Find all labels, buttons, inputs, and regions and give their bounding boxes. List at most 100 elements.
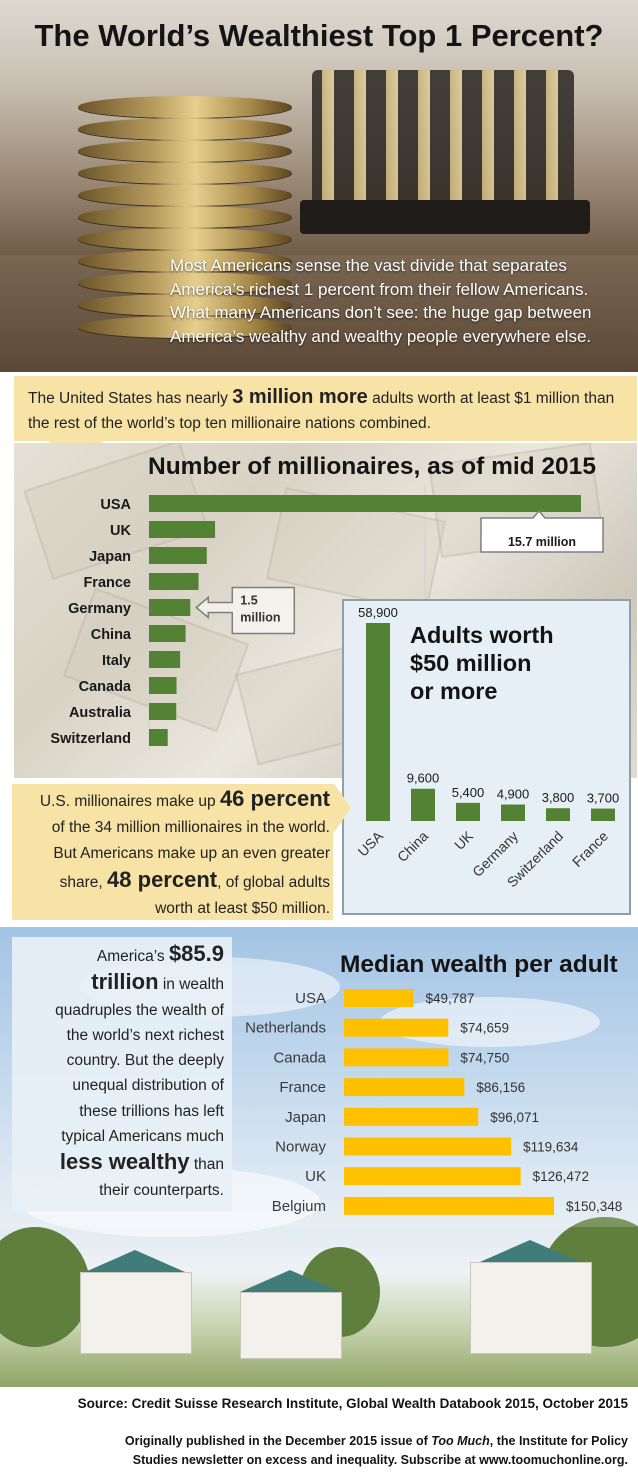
bar bbox=[546, 808, 570, 821]
bar bbox=[366, 623, 390, 821]
share-callout-pointer bbox=[333, 782, 351, 834]
roof-image bbox=[480, 1240, 580, 1262]
wealth-text: these trillions has left bbox=[79, 1102, 224, 1120]
category-label: Germany bbox=[68, 601, 131, 617]
bar bbox=[344, 1018, 449, 1037]
annotation-callout bbox=[480, 509, 604, 553]
data-label: 9,600 bbox=[407, 771, 440, 786]
ultra-rich-title: Adults worth $50 million or more bbox=[410, 621, 610, 705]
roof-image bbox=[85, 1250, 185, 1272]
coin-stack-image bbox=[78, 294, 292, 316]
data-label: $86,156 bbox=[476, 1080, 525, 1095]
tree-image bbox=[0, 1227, 90, 1347]
category-label: Belgium bbox=[272, 1198, 326, 1215]
category-label: Norway bbox=[275, 1139, 326, 1156]
share-text: U.S. millionaires make up bbox=[39, 793, 220, 810]
data-label: $74,659 bbox=[460, 1021, 509, 1036]
publication-name: Too Much bbox=[431, 1434, 490, 1448]
coin-stack-image bbox=[78, 228, 292, 250]
chart3-title: Median wealth per adult bbox=[340, 951, 618, 978]
data-label: 3,800 bbox=[542, 790, 575, 805]
coin-stack-image bbox=[78, 96, 292, 118]
data-label: 3,700 bbox=[587, 791, 620, 806]
coin-tray-base bbox=[300, 200, 590, 234]
category-label: Australia bbox=[69, 705, 132, 721]
bar bbox=[456, 802, 480, 821]
coin-stack-image bbox=[78, 140, 292, 162]
house-image bbox=[80, 1272, 192, 1354]
category-label: Netherlands bbox=[245, 1020, 326, 1037]
coin-tray-image bbox=[312, 70, 574, 220]
category-label: France bbox=[279, 1079, 326, 1096]
source-note: Source: Credit Suisse Research Institute… bbox=[77, 1396, 628, 1411]
category-label: Canada bbox=[79, 679, 132, 695]
share-text: of the 34 million millionaires in the wo… bbox=[51, 819, 330, 836]
category-label: France bbox=[569, 828, 611, 870]
bar bbox=[149, 599, 191, 616]
share-text: share, bbox=[59, 874, 108, 891]
wealth-emphasis: $85.9 bbox=[168, 941, 224, 966]
house-image bbox=[240, 1292, 342, 1359]
share-text: worth at least $50 million. bbox=[155, 900, 330, 917]
share-callout-text: U.S. millionaires make up 46 percent of … bbox=[16, 786, 330, 922]
annotation-label: 1.5 bbox=[240, 594, 257, 608]
category-label: UK bbox=[110, 523, 131, 539]
wealth-text: quadruples the wealth of bbox=[55, 1001, 224, 1019]
chart1-title: Number of millionaires, as of mid 2015 bbox=[148, 453, 596, 480]
house-image bbox=[470, 1262, 592, 1354]
category-label: China bbox=[394, 828, 431, 865]
bar bbox=[411, 788, 435, 821]
page-title: The World’s Wealthiest Top 1 Percent? bbox=[34, 18, 604, 53]
wealth-text: typical Americans much bbox=[61, 1128, 224, 1146]
ultra-rich-title-line: $50 million bbox=[410, 650, 532, 676]
ultra-rich-title-line: Adults worth bbox=[410, 622, 554, 648]
bar bbox=[149, 495, 581, 512]
annotation-label: 15.7 million bbox=[508, 535, 576, 549]
data-label: 58,900 bbox=[358, 605, 398, 620]
bar bbox=[149, 651, 181, 668]
ultra-rich-chart: 58,900USA9,600China5,400UK4,900Germany3,… bbox=[354, 605, 620, 890]
callout-emphasis: 3 million more bbox=[232, 386, 368, 408]
annotation-label: million bbox=[240, 611, 280, 625]
coin-stack-image bbox=[78, 206, 292, 228]
bar bbox=[149, 547, 207, 564]
data-label: $74,750 bbox=[460, 1050, 509, 1065]
credit-text: Studies newsletter on excess and inequal… bbox=[132, 1452, 628, 1467]
data-label: $49,787 bbox=[426, 991, 475, 1006]
wealth-text: than bbox=[189, 1156, 224, 1174]
category-label: China bbox=[91, 627, 132, 643]
coin-stack-image bbox=[78, 184, 292, 206]
wealth-emphasis: trillion bbox=[91, 969, 159, 995]
bar bbox=[149, 729, 168, 746]
category-label: Canada bbox=[273, 1049, 326, 1066]
category-label: USA bbox=[295, 990, 326, 1007]
bar bbox=[149, 521, 216, 538]
bar bbox=[344, 1048, 449, 1067]
wealth-text: unequal distribution of bbox=[72, 1077, 224, 1095]
roof-image bbox=[240, 1270, 340, 1292]
category-label: UK bbox=[305, 1168, 326, 1185]
bar bbox=[344, 1078, 465, 1097]
callout-text: The United States has nearly 3 million m… bbox=[28, 385, 628, 436]
credit-note: Originally published in the December 201… bbox=[0, 1432, 628, 1469]
bar bbox=[149, 677, 177, 694]
share-text: , of global adults bbox=[217, 874, 330, 891]
wealth-callout-text: America’s $85.9 trillion in wealth quadr… bbox=[16, 941, 224, 1203]
share-emphasis: 48 percent bbox=[107, 867, 218, 892]
category-label: Japan bbox=[89, 549, 131, 565]
coin-stack-image bbox=[78, 118, 292, 140]
hero-photo bbox=[0, 0, 638, 372]
share-text: But Americans make up an even greater bbox=[53, 845, 330, 862]
intro-text: Most Americans sense the vast divide tha… bbox=[170, 256, 592, 346]
median-wealth-chart: USA $49,787 Netherlands $74,659 Canada $74,75… bbox=[245, 989, 622, 1215]
data-label: $150,348 bbox=[566, 1199, 622, 1214]
callout-text-pre: The United States has nearly bbox=[28, 390, 233, 407]
data-label: $96,071 bbox=[490, 1110, 539, 1125]
coin-stack-image bbox=[78, 162, 292, 184]
annotation-callout bbox=[195, 586, 296, 635]
bar bbox=[344, 1137, 512, 1156]
footer bbox=[0, 1387, 638, 1479]
coin-stack-image bbox=[78, 316, 292, 338]
share-emphasis: 46 percent bbox=[219, 786, 330, 811]
bar bbox=[344, 1196, 554, 1215]
